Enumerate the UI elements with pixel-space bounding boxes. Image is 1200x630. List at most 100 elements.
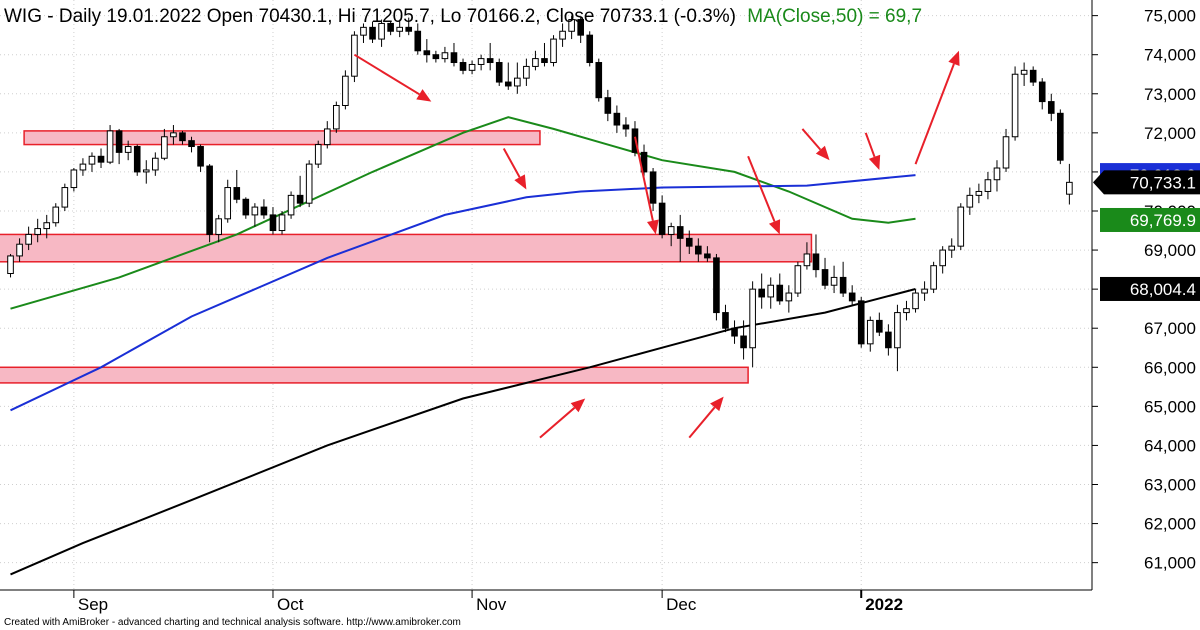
candle — [16, 238, 23, 262]
candle — [115, 128, 123, 165]
candle-body — [993, 167, 1001, 181]
candle-body — [215, 218, 222, 235]
y-tick-label: 75,000 — [1144, 7, 1196, 26]
candle-body — [170, 132, 177, 138]
candle — [170, 125, 177, 145]
candle-body — [423, 50, 431, 56]
y-tick-label: 67,000 — [1144, 319, 1196, 338]
arrow-shaft — [801, 128, 822, 151]
candle-body — [387, 22, 394, 32]
candle — [740, 320, 747, 360]
candle — [532, 50, 539, 71]
arrow-head — [768, 219, 781, 235]
ma50-line — [10, 116, 916, 310]
annotation-arrow — [801, 128, 830, 161]
candle — [360, 23, 367, 43]
y-tick-label: 74,000 — [1144, 46, 1196, 65]
candle-body — [667, 226, 675, 235]
candle-body — [912, 292, 919, 310]
candle — [722, 304, 729, 333]
candle — [685, 230, 693, 254]
candle — [622, 117, 630, 137]
candle-body — [848, 292, 856, 302]
price-zone — [0, 233, 813, 263]
x-axis-ticks: Sep Oct Nov Dec 2022 — [73, 590, 903, 614]
candle-body — [695, 245, 702, 255]
candle — [1020, 62, 1028, 86]
candle-body — [948, 245, 956, 251]
candle — [1038, 78, 1046, 110]
candle — [378, 19, 385, 47]
candle-body — [97, 155, 105, 163]
candle-body — [441, 52, 449, 60]
candle-body — [450, 52, 458, 64]
candle — [704, 246, 711, 262]
candle — [803, 242, 811, 270]
candle — [305, 160, 313, 208]
candle — [1011, 66, 1019, 141]
candle — [260, 199, 268, 219]
candle-body — [432, 54, 440, 60]
price-tags: 70,918.970,733.169,769.968,004.4 — [1093, 163, 1200, 301]
annotation-arrow — [353, 53, 432, 102]
candle — [930, 261, 937, 294]
candle-body — [568, 19, 575, 32]
candle-body — [61, 187, 69, 208]
candle-body — [459, 62, 467, 71]
annotation-arrow — [864, 132, 881, 170]
arrow-head — [647, 219, 659, 235]
candle-body — [821, 269, 829, 286]
candle — [333, 101, 340, 133]
candle-body — [79, 163, 87, 171]
candle — [323, 121, 331, 149]
candle-body — [34, 228, 41, 235]
candle-body — [1029, 69, 1037, 83]
candle-body — [1038, 81, 1046, 103]
ma200-line — [10, 288, 916, 576]
support-resistance-zones — [0, 130, 813, 384]
ma-info-text: MA(Close,50) = 69,7 — [747, 6, 922, 27]
candle-body — [504, 81, 512, 87]
ma100-line — [10, 174, 916, 412]
annotation-arrow — [688, 396, 724, 439]
price-tag-bg — [1100, 276, 1200, 301]
candle — [857, 296, 865, 348]
arrow-shaft — [688, 406, 716, 439]
candle-body — [52, 206, 60, 224]
price-tag-ma50: 69,769.9 — [1100, 207, 1200, 232]
footer-credit: Created with AmiBroker - advanced charti… — [4, 617, 461, 628]
candle — [495, 58, 503, 86]
candle-body — [586, 34, 594, 64]
candle — [486, 42, 494, 71]
candle — [188, 136, 195, 153]
candle — [812, 234, 820, 278]
candle-body — [523, 65, 530, 79]
price-tag-bg — [1104, 170, 1200, 195]
candle — [61, 183, 69, 211]
candle-body — [106, 130, 114, 163]
candle — [794, 261, 802, 297]
candle — [477, 54, 485, 71]
candle — [839, 261, 847, 297]
candle-body — [251, 206, 259, 216]
candle — [296, 175, 304, 208]
candle — [34, 218, 41, 243]
candle-body — [133, 146, 141, 173]
candle-body — [930, 265, 937, 290]
candle — [939, 246, 946, 274]
candle — [830, 265, 838, 294]
candle-body — [70, 169, 78, 189]
candle-body — [124, 146, 132, 153]
candle-body — [876, 319, 883, 333]
arrow-shaft — [539, 406, 576, 439]
candle — [568, 15, 575, 40]
arrow-head — [514, 174, 527, 190]
y-tick-label: 61,000 — [1144, 554, 1196, 573]
candle — [894, 304, 901, 372]
candle — [667, 222, 675, 247]
candle — [613, 105, 621, 133]
arrow-shaft — [502, 147, 521, 178]
candle — [695, 238, 702, 262]
candle-body — [287, 194, 295, 216]
y-tick-label: 69,000 — [1144, 241, 1196, 260]
